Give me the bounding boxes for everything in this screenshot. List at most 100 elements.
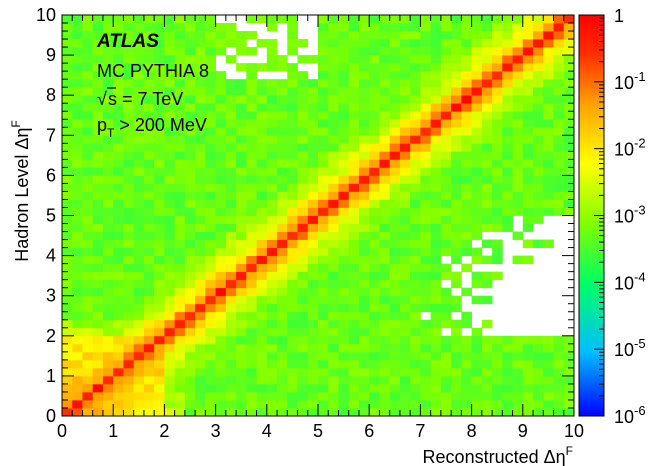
heatmap-cell bbox=[215, 79, 227, 88]
heatmap-cell bbox=[318, 279, 329, 289]
heatmap-cell bbox=[287, 287, 298, 297]
heatmap-cell bbox=[164, 223, 176, 232]
heatmap-cell bbox=[277, 95, 288, 104]
heatmap-cell bbox=[307, 95, 319, 104]
heatmap-cell bbox=[328, 127, 339, 136]
heatmap-cell bbox=[399, 135, 411, 144]
heatmap-cell bbox=[533, 23, 544, 32]
heatmap-cell bbox=[379, 343, 391, 353]
heatmap-cell bbox=[133, 351, 145, 361]
heatmap-cell bbox=[410, 127, 421, 136]
heatmap-cell bbox=[277, 215, 288, 224]
heatmap-cell bbox=[174, 167, 186, 176]
heatmap-cell bbox=[215, 311, 227, 321]
heatmap-cell bbox=[553, 383, 565, 393]
heatmap-cell bbox=[215, 327, 227, 337]
heatmap-cell bbox=[102, 103, 114, 112]
heatmap-cell bbox=[62, 111, 73, 120]
heatmap-cell bbox=[164, 215, 176, 224]
heatmap-cell bbox=[164, 71, 176, 80]
heatmap-cell bbox=[215, 143, 227, 152]
heatmap-cell bbox=[113, 167, 124, 176]
heatmap-cell bbox=[502, 375, 513, 385]
heatmap-cell bbox=[451, 391, 462, 401]
heatmap-cell bbox=[72, 207, 83, 216]
heatmap-cell bbox=[184, 79, 196, 88]
heatmap-cell bbox=[358, 263, 370, 273]
heatmap-cell bbox=[399, 263, 411, 273]
heatmap-cell bbox=[215, 175, 227, 184]
heatmap-cell bbox=[348, 151, 360, 160]
heatmap-cell bbox=[430, 343, 442, 353]
heatmap-cell bbox=[358, 215, 370, 224]
heatmap-cell bbox=[184, 231, 196, 240]
heatmap-cell bbox=[471, 407, 483, 417]
heatmap-cell bbox=[113, 231, 124, 240]
heatmap-cell bbox=[184, 95, 196, 104]
heatmap-cell bbox=[522, 15, 534, 24]
heatmap-cell bbox=[92, 151, 104, 160]
heatmap-cell bbox=[133, 303, 145, 313]
heatmap-cell bbox=[502, 199, 513, 208]
heatmap-cell bbox=[522, 111, 534, 120]
heatmap-cell bbox=[143, 199, 155, 208]
heatmap-cell bbox=[82, 167, 94, 176]
heatmap-cell bbox=[72, 231, 83, 240]
heatmap-cell bbox=[92, 23, 104, 32]
heatmap-cell bbox=[82, 143, 94, 152]
heatmap-cell bbox=[533, 95, 544, 104]
heatmap-cell bbox=[318, 143, 329, 152]
heatmap-cell bbox=[533, 207, 544, 216]
heatmap-cell bbox=[297, 271, 309, 281]
heatmap-cell bbox=[225, 399, 237, 409]
heatmap-cell bbox=[543, 167, 554, 176]
heatmap-cell bbox=[451, 159, 462, 168]
heatmap-cell bbox=[205, 47, 216, 56]
heatmap-cell bbox=[471, 63, 483, 72]
heatmap-cell bbox=[143, 31, 155, 40]
heatmap-cell bbox=[72, 247, 83, 256]
heatmap-cell bbox=[358, 327, 370, 337]
heatmap-cell bbox=[369, 31, 380, 40]
heatmap-cell bbox=[328, 143, 339, 152]
heatmap-cell bbox=[481, 23, 493, 32]
heatmap-cell bbox=[123, 351, 135, 361]
heatmap-cell bbox=[62, 39, 73, 48]
heatmap-cell bbox=[358, 55, 370, 64]
x-axis-ticks: 0 1 2 3 4 5 6 7 8 9 10 bbox=[57, 15, 584, 441]
heatmap-cell bbox=[420, 351, 432, 361]
heatmap-cell bbox=[420, 95, 432, 104]
heatmap-cell bbox=[297, 151, 309, 160]
heatmap-cell bbox=[287, 231, 298, 240]
heatmap-cell bbox=[246, 111, 257, 120]
heatmap-cell bbox=[379, 239, 391, 248]
heatmap-cell bbox=[348, 167, 360, 176]
heatmap-cell bbox=[174, 343, 186, 353]
heatmap-cell bbox=[440, 295, 452, 305]
heatmap-cell bbox=[512, 135, 524, 144]
heatmap-cell bbox=[512, 359, 524, 369]
heatmap-cell bbox=[225, 231, 237, 240]
heatmap-cell bbox=[471, 175, 483, 184]
heatmap-cell bbox=[318, 295, 329, 305]
heatmap-cell bbox=[225, 23, 237, 32]
heatmap-cell bbox=[225, 159, 237, 168]
heatmap-cell bbox=[389, 351, 401, 361]
heatmap-cell bbox=[512, 143, 524, 152]
heatmap-cell bbox=[543, 151, 554, 160]
heatmap-cell bbox=[164, 351, 176, 361]
heatmap-cell bbox=[236, 303, 247, 313]
heatmap-cell bbox=[195, 367, 206, 377]
heatmap-cell bbox=[133, 87, 145, 96]
heatmap-cell bbox=[102, 159, 114, 168]
heatmap-cell bbox=[420, 343, 432, 353]
heatmap-cell bbox=[297, 311, 309, 321]
heatmap-cell bbox=[287, 63, 298, 72]
color-scale-label: 10-1 bbox=[614, 69, 646, 93]
heatmap-cell bbox=[92, 199, 104, 208]
heatmap-cell bbox=[553, 39, 565, 48]
heatmap-cell bbox=[512, 191, 524, 200]
heatmap-cell bbox=[143, 231, 155, 240]
heatmap-cell bbox=[133, 39, 145, 48]
heatmap-cell bbox=[164, 383, 176, 393]
